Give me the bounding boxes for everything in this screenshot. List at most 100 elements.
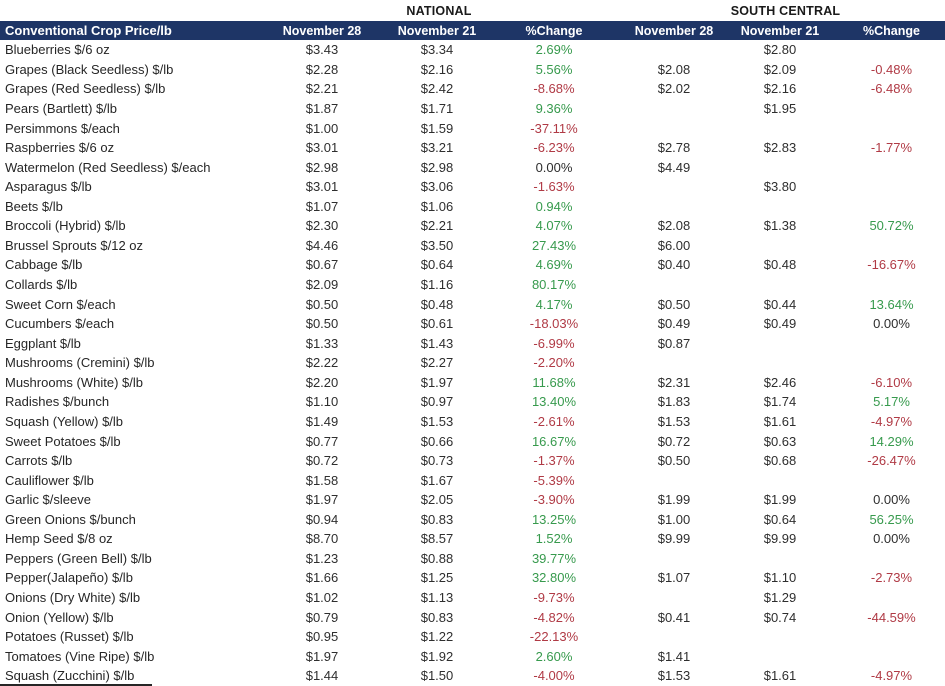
table-row: Pears (Bartlett) $/lb $1.87 $1.71 9.36% $1.9… — [0, 99, 945, 119]
table-row: Asparagus $/lb $3.01 $3.06 -1.63% $3.80 — [0, 177, 945, 197]
value-cell: 4.69% — [535, 257, 573, 273]
value-cell: $6.00 — [657, 237, 691, 253]
value-cell: $1.23 — [305, 550, 339, 566]
table-row: Broccoli (Hybrid) $/lb $2.30 $2.21 4.07% $2.… — [0, 216, 945, 236]
group-header-national: NATIONAL — [406, 3, 472, 18]
crop-name-cell: Green Onions $/bunch — [5, 511, 136, 527]
table-row: Blueberries $/6 oz $3.43 $3.34 2.69% $2.80 — [0, 40, 945, 60]
table-row: Brussel Sprouts $/12 oz $4.46 $3.50 27.43% $… — [0, 236, 945, 256]
value-cell: $0.94 — [305, 511, 339, 527]
value-cell: $1.71 — [420, 100, 454, 116]
value-cell: -2.20% — [533, 355, 575, 371]
value-cell: $0.63 — [763, 433, 797, 449]
crop-name-cell: Potatoes (Russet) $/lb — [5, 629, 134, 645]
value-cell: $1.07 — [305, 198, 339, 214]
crop-name-cell: Tomatoes (Vine Ripe) $/lb — [5, 648, 155, 664]
column-header-national-nov28: November 28 — [282, 23, 362, 38]
value-cell: $0.72 — [305, 453, 339, 469]
crop-name-cell: Pears (Bartlett) $/lb — [5, 100, 117, 116]
value-cell: 50.72% — [869, 218, 914, 234]
crop-name-cell: Raspberries $/6 oz — [5, 140, 115, 156]
value-cell: $2.80 — [763, 42, 797, 58]
value-cell: 0.00% — [873, 492, 910, 508]
table-row: Pepper(Jalapeño) $/lb $1.66 $1.25 32.80% $1.… — [0, 568, 945, 588]
crop-name-cell: Cauliflower $/lb — [5, 472, 94, 488]
value-cell: $1.66 — [305, 570, 339, 586]
crop-name-cell: Squash (Zucchini) $/lb — [5, 668, 135, 684]
crop-name-cell: Mushrooms (White) $/lb — [5, 374, 143, 390]
value-cell: $0.87 — [657, 335, 691, 351]
value-cell: -26.47% — [867, 453, 916, 469]
table-row: Sweet Corn $/each $0.50 $0.48 4.17% $0.50 $0.… — [0, 294, 945, 314]
column-header-national-nov21: November 21 — [397, 23, 477, 38]
value-cell: 27.43% — [531, 237, 577, 253]
value-cell: $1.06 — [420, 198, 454, 214]
value-cell: 39.77% — [531, 550, 577, 566]
value-cell: $0.40 — [657, 257, 691, 273]
value-cell: 9.36% — [535, 100, 573, 116]
region-group-header-row: NATIONAL SOUTH CENTRAL — [0, 0, 945, 21]
value-cell: $2.98 — [305, 159, 339, 175]
value-cell: $1.10 — [305, 394, 339, 410]
table-row: Squash (Yellow) $/lb $1.49 $1.53 -2.61% $1.5… — [0, 412, 945, 432]
value-cell: -5.39% — [533, 472, 575, 488]
table-row: Peppers (Green Bell) $/lb $1.23 $0.88 39.77… — [0, 549, 945, 569]
column-header-crop: Conventional Crop Price/lb — [5, 23, 172, 38]
crop-name-cell: Watermelon (Red Seedless) $/each — [5, 159, 211, 175]
bottom-cell-border — [0, 684, 152, 686]
value-cell: $2.20 — [305, 374, 339, 390]
value-cell: $1.00 — [305, 120, 339, 136]
value-cell: -1.37% — [533, 453, 575, 469]
value-cell: $0.41 — [657, 609, 691, 625]
value-cell: $1.02 — [305, 590, 339, 606]
value-cell: 0.94% — [535, 198, 573, 214]
value-cell: $0.72 — [657, 433, 691, 449]
value-cell: $8.70 — [305, 531, 339, 547]
crop-name-cell: Beets $/lb — [5, 198, 63, 214]
crop-name-cell: Radishes $/bunch — [5, 394, 110, 410]
value-cell: -0.48% — [870, 61, 913, 77]
value-cell: 11.68% — [532, 374, 576, 390]
value-cell: -16.67% — [867, 257, 916, 273]
value-cell: $3.43 — [305, 42, 339, 58]
value-cell: 4.17% — [535, 296, 573, 312]
value-cell: $4.49 — [657, 159, 691, 175]
value-cell: $0.61 — [420, 316, 454, 332]
table-row: Carrots $/lb $0.72 $0.73 -1.37% $0.50 $0.68 -2… — [0, 451, 945, 471]
value-cell: $0.95 — [305, 629, 339, 645]
value-cell: $0.67 — [305, 257, 339, 273]
table-row: Garlic $/sleeve $1.97 $2.05 -3.90% $1.99 $1.9… — [0, 490, 945, 510]
table-row: Eggplant $/lb $1.33 $1.43 -6.99% $0.87 — [0, 333, 945, 353]
value-cell: $1.00 — [657, 511, 691, 527]
table-row: Beets $/lb $1.07 $1.06 0.94% — [0, 197, 945, 217]
value-cell: $8.57 — [420, 531, 454, 547]
crop-name-cell: Grapes (Black Seedless) $/lb — [5, 61, 174, 77]
value-cell: 80.17% — [531, 277, 577, 293]
table-row: Mushrooms (White) $/lb $2.20 $1.97 11.68% $2… — [0, 373, 945, 393]
value-cell: $1.07 — [657, 570, 691, 586]
value-cell: $2.08 — [657, 218, 691, 234]
crop-name-cell: Collards $/lb — [5, 277, 78, 293]
crop-name-cell: Broccoli (Hybrid) $/lb — [5, 218, 126, 234]
value-cell: 56.25% — [869, 511, 914, 527]
value-cell: $2.21 — [420, 218, 454, 234]
table-row: Persimmons $/each $1.00 $1.59 -37.11% — [0, 118, 945, 138]
table-row: Collards $/lb $2.09 $1.16 80.17% — [0, 275, 945, 295]
value-cell: 4.07% — [535, 218, 573, 234]
table-row: Sweet Potatoes $/lb $0.77 $0.66 16.67% $0.72… — [0, 431, 945, 451]
value-cell: $1.44 — [305, 668, 339, 684]
value-cell: -4.97% — [870, 413, 913, 429]
value-cell: 1.52% — [535, 531, 573, 547]
value-cell: $0.50 — [305, 316, 339, 332]
value-cell: $1.25 — [420, 570, 454, 586]
value-cell: 16.67% — [531, 433, 577, 449]
value-cell: -2.61% — [533, 413, 575, 429]
value-cell: $1.61 — [763, 668, 797, 684]
value-cell: 0.00% — [873, 316, 910, 332]
value-cell: $2.27 — [420, 355, 454, 371]
value-cell: $1.50 — [420, 668, 454, 684]
column-header-national-change: %Change — [525, 23, 583, 38]
value-cell: $0.49 — [657, 316, 691, 332]
value-cell: $0.50 — [657, 453, 691, 469]
value-cell: $0.68 — [763, 453, 797, 469]
